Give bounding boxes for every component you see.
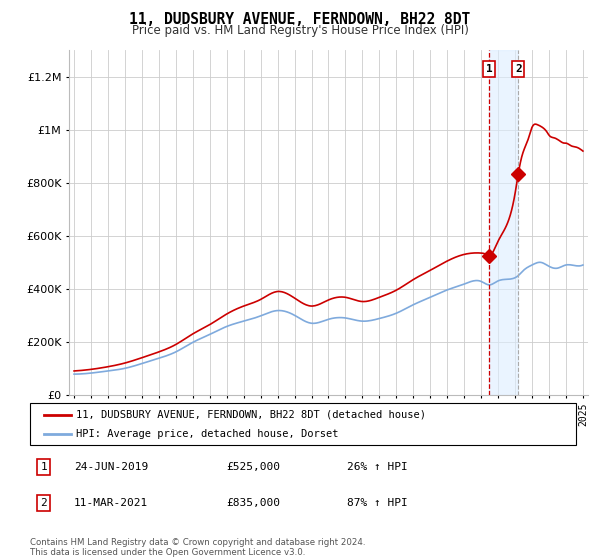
Text: 24-JUN-2019: 24-JUN-2019 <box>74 462 148 472</box>
Text: 2: 2 <box>40 498 47 508</box>
Bar <box>489 50 518 395</box>
Text: 2: 2 <box>515 64 521 74</box>
Text: 1: 1 <box>486 64 493 74</box>
Text: 26% ↑ HPI: 26% ↑ HPI <box>347 462 407 472</box>
Text: £835,000: £835,000 <box>227 498 281 508</box>
Text: 11, DUDSBURY AVENUE, FERNDOWN, BH22 8DT (detached house): 11, DUDSBURY AVENUE, FERNDOWN, BH22 8DT … <box>76 410 427 420</box>
Text: Price paid vs. HM Land Registry's House Price Index (HPI): Price paid vs. HM Land Registry's House … <box>131 24 469 36</box>
Text: Contains HM Land Registry data © Crown copyright and database right 2024.
This d: Contains HM Land Registry data © Crown c… <box>30 538 365 557</box>
Text: 11, DUDSBURY AVENUE, FERNDOWN, BH22 8DT: 11, DUDSBURY AVENUE, FERNDOWN, BH22 8DT <box>130 12 470 27</box>
Text: 87% ↑ HPI: 87% ↑ HPI <box>347 498 407 508</box>
Text: 11-MAR-2021: 11-MAR-2021 <box>74 498 148 508</box>
Text: HPI: Average price, detached house, Dorset: HPI: Average price, detached house, Dors… <box>76 430 339 439</box>
Text: 1: 1 <box>40 462 47 472</box>
Text: £525,000: £525,000 <box>227 462 281 472</box>
